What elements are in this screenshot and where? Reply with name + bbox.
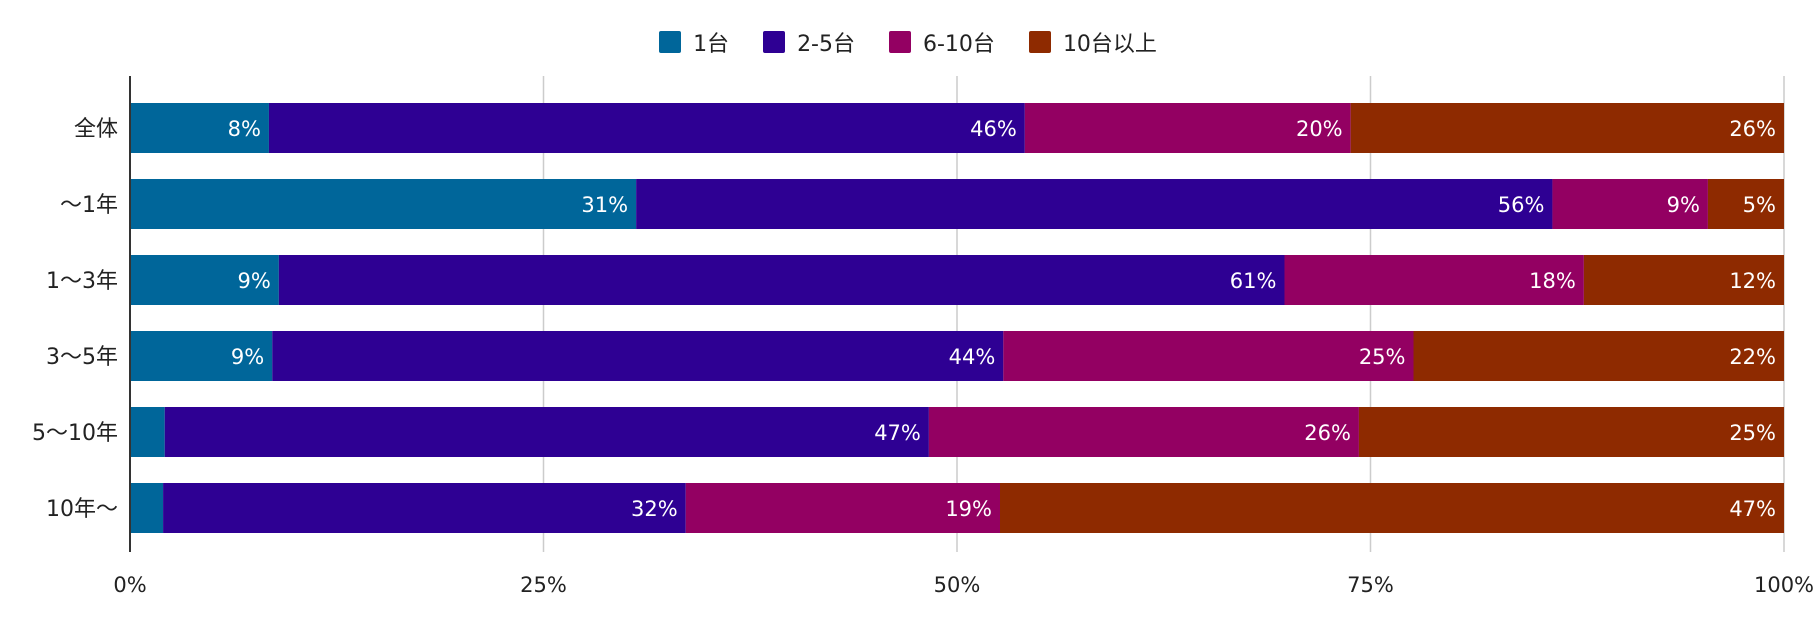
data-label: 56% [1498,193,1545,217]
category-label: 全体 [74,117,118,142]
data-label: 19% [945,497,992,521]
data-label: 9% [231,345,264,369]
legend-swatch [889,31,911,53]
bar-segment [278,255,1285,305]
data-label: 32% [631,497,678,521]
category-label: 〜1年 [60,193,118,218]
bar-segment [1583,255,1784,305]
data-label: 8% [228,117,261,141]
x-tick-label: 25% [520,573,567,597]
data-label: 47% [1729,497,1776,521]
bar-segment [685,483,1001,533]
data-label: 18% [1529,269,1576,293]
data-label: 47% [874,421,921,445]
legend-item: 6-10台 [889,26,995,58]
bar-segment [636,179,1553,229]
bar-segment [1413,331,1784,381]
bar-segment [928,407,1359,457]
bar-segment [164,407,929,457]
data-label: 25% [1359,345,1406,369]
bar-segment [1358,407,1784,457]
data-label: 5% [1743,193,1776,217]
legend-item: 2-5台 [763,26,855,58]
category-label: 3〜5年 [46,345,118,370]
legend-label: 10台以上 [1062,32,1157,57]
chart-legend: 1台 2-5台 6-10台 10台以上 [0,26,1816,58]
bar-segment [1024,103,1351,153]
bar-segment [130,331,273,381]
x-tick-label: 100% [1754,573,1814,597]
bar-segment [130,255,279,305]
bar-segment [130,483,164,533]
data-label: 12% [1729,269,1776,293]
bar-segment [130,103,269,153]
bar-segment [272,331,1004,381]
legend-label: 2-5台 [797,32,855,57]
legend-item: 10台以上 [1028,26,1157,58]
data-label: 26% [1729,117,1776,141]
data-label: 25% [1729,421,1776,445]
legend-item: 1台 [659,26,729,58]
legend-swatch [659,31,682,53]
bar-segment [1350,103,1784,153]
data-label: 44% [949,345,996,369]
x-tick-label: 0% [113,573,146,597]
x-tick-label: 75% [1347,573,1394,597]
data-label: 9% [238,269,271,293]
category-label: 1〜3年 [46,269,118,294]
data-label: 46% [970,117,1017,141]
legend-label: 6-10台 [923,32,995,57]
bar-segment [1284,255,1584,305]
legend-label: 1台 [693,32,730,57]
legend-swatch [763,31,786,53]
data-label: 26% [1304,421,1351,445]
data-label: 22% [1729,345,1776,369]
bar-segment [1003,331,1414,381]
data-label: 20% [1296,117,1343,141]
bar-segment [163,483,686,533]
bar-segment [1000,483,1784,533]
category-label: 5〜10年 [32,421,118,446]
data-label: 9% [1667,193,1700,217]
category-label: 10年〜 [46,497,118,522]
bar-segment [268,103,1025,153]
bar-segment [1552,179,1708,229]
x-tick-label: 50% [934,573,981,597]
bar-segment [1707,179,1784,229]
data-label: 31% [581,193,628,217]
bar-segment [130,407,165,457]
data-label: 61% [1230,269,1277,293]
legend-swatch [1028,31,1051,53]
bar-segment [130,179,637,229]
